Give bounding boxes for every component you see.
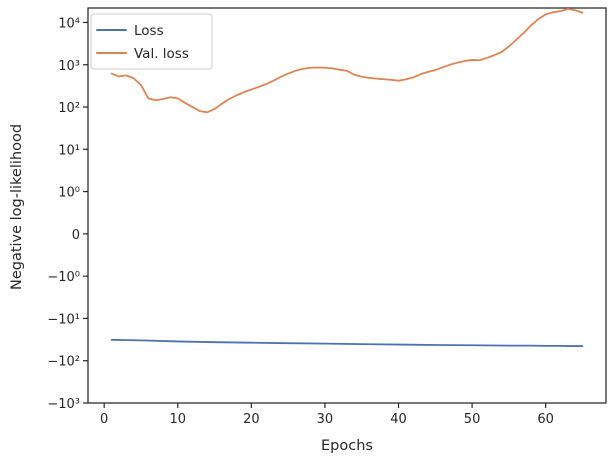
legend: Loss Val. loss — [90, 13, 213, 70]
y-tick-label: 10³ — [58, 59, 80, 74]
legend-box — [90, 13, 213, 70]
x-axis-title: Epochs — [321, 438, 373, 454]
y-tick-label: −10³ — [47, 397, 80, 412]
x-tick-label: 10 — [169, 412, 186, 427]
x-tick-label: 40 — [390, 412, 407, 427]
series-lines — [110, 7, 584, 347]
y-tick-label: 0 — [72, 228, 80, 243]
x-tick-label: 60 — [537, 412, 554, 427]
y-tick-label: 10² — [58, 101, 80, 116]
legend-label-loss: Loss — [134, 23, 164, 39]
x-tick-label: 50 — [464, 412, 481, 427]
x-tick-label: 0 — [100, 412, 108, 427]
y-tick-label: 10⁰ — [58, 186, 80, 201]
x-tick-label: 20 — [243, 412, 260, 427]
y-axis-ticks: 10⁴ 10³ 10² 10¹ 10⁰ 0 −10⁰ −10¹ −10² −10³ — [47, 16, 88, 412]
legend-label-val-loss: Val. loss — [134, 46, 189, 62]
y-axis-title: Negative log-likelihood — [9, 124, 25, 290]
y-tick-label: −10² — [47, 355, 80, 370]
y-tick-label: −10⁰ — [47, 270, 80, 285]
y-tick-label: 10¹ — [58, 143, 80, 158]
plot-frame — [87, 7, 607, 404]
series-line-loss — [110, 338, 584, 347]
series-line-val-loss — [110, 7, 584, 114]
y-tick-label: −10¹ — [47, 312, 80, 327]
x-axis-ticks: 0 10 20 30 40 50 60 — [100, 403, 554, 427]
x-tick-label: 30 — [317, 412, 334, 427]
y-tick-label: 10⁴ — [58, 16, 80, 31]
